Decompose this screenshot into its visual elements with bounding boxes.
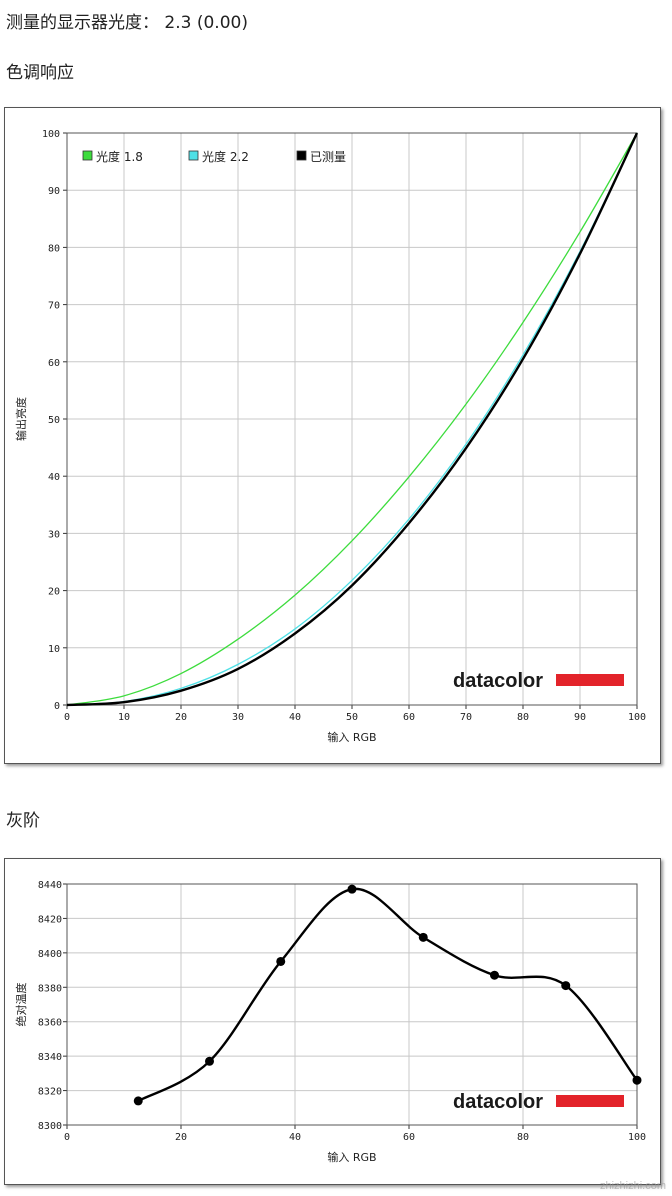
gray-grid	[63, 883, 638, 1129]
gray-x-tick-label: 100	[628, 1132, 646, 1143]
gray-x-tick-label: 80	[517, 1132, 529, 1143]
tone-legend-label: 光度 1.8	[96, 149, 143, 164]
gray-data-point	[133, 1096, 143, 1106]
tone-series-line-1	[66, 132, 638, 706]
tone-legend-item: 光度 2.2	[188, 149, 249, 164]
tone-y-tick-label: 30	[48, 529, 60, 540]
grayscale-panel: 0 20 40 60 80 100 8300 8320 8340 8360 8380 8400 8420…	[4, 858, 661, 1185]
tone-legend-label: 光度 2.2	[202, 149, 249, 164]
gray-data-point	[347, 884, 357, 894]
gray-data-point	[561, 981, 571, 991]
tone-x-tick-label: 0	[64, 712, 70, 723]
tone-y-tick-label: 40	[48, 472, 60, 483]
gray-y-tick-label: 8380	[38, 983, 62, 994]
gray-y-tick-label: 8400	[38, 949, 62, 960]
tone-x-tick-label: 50	[346, 712, 358, 723]
tone-y-tick-label: 0	[54, 701, 60, 712]
tone-legend-label: 已测量	[310, 150, 346, 164]
tone-response-title-text: 色调响应	[6, 63, 74, 83]
tone-grid	[63, 132, 638, 709]
tone-x-tick-label: 100	[628, 712, 646, 723]
gray-y-tick-label: 8340	[38, 1052, 62, 1063]
gray-y-tick-label: 8420	[38, 914, 62, 925]
grayscale-title: 灰阶	[6, 806, 40, 831]
gray-data-point	[632, 1075, 642, 1085]
gray-y-tick-label: 8440	[38, 880, 62, 891]
gray-data-point	[276, 956, 286, 966]
gray-x-tick-label: 0	[64, 1132, 70, 1143]
gray-y-tick-label: 8320	[38, 1087, 62, 1098]
tone-y-tick-label: 10	[48, 644, 60, 655]
tone-y-tick-label: 20	[48, 587, 60, 598]
tone-response-panel: 0 10 20 30 40 50 60 70 80 90 100 0 10 20 30 40 50 60 70 80 9…	[4, 107, 661, 764]
datacolor-logo: datacolor	[453, 1091, 624, 1113]
tone-legend-item: 光度 1.8	[82, 149, 143, 164]
tone-x-tick-label: 10	[118, 712, 130, 723]
gray-data-point	[490, 970, 499, 980]
watermark: zhizhizhi.com	[599, 1180, 666, 1192]
grayscale-chart: 0 20 40 60 80 100 8300 8320 8340 8360 8380 8400 8420…	[14, 880, 646, 1164]
tone-y-tick-label: 50	[48, 415, 60, 426]
gray-y-axis-label: 绝对温度	[14, 983, 28, 1027]
gray-series-line	[137, 887, 638, 1102]
gray-x-tick-label: 60	[403, 1132, 415, 1143]
gray-x-tick-label: 20	[175, 1132, 187, 1143]
datacolor-logo: datacolor	[453, 670, 624, 692]
tone-series-line-0	[66, 132, 638, 706]
datacolor-logo-bar	[556, 674, 624, 686]
tone-y-tick-label: 90	[48, 186, 60, 197]
gamma-summary: 测量的显示器光度： 2.3 (0.00)	[6, 8, 248, 33]
tone-y-tick-label: 80	[48, 243, 60, 254]
tone-response-chart: 0 10 20 30 40 50 60 70 80 90 100 0 10 20 30 40 50 60 70 80 9…	[14, 129, 646, 744]
datacolor-logo-bar	[556, 1095, 624, 1107]
tone-x-tick-label: 60	[403, 712, 415, 723]
tone-legend-item: 已测量	[296, 150, 346, 164]
tone-y-tick-label: 60	[48, 358, 60, 369]
tone-x-tick-label: 80	[517, 712, 529, 723]
tone-legend-swatch	[296, 150, 307, 161]
tone-y-axis-label: 输出亮度	[14, 397, 28, 441]
tone-x-tick-label: 30	[232, 712, 244, 723]
tone-x-axis-label: 输入 RGB	[327, 730, 376, 744]
tone-y-tick-label: 70	[48, 301, 60, 312]
gray-x-tick-label: 40	[289, 1132, 301, 1143]
grayscale-title-text: 灰阶	[6, 811, 40, 831]
gray-y-tick-label: 8360	[38, 1018, 62, 1029]
tone-series-line-2	[66, 132, 639, 707]
tone-y-tick-label: 100	[42, 129, 60, 140]
gamma-summary-text: 测量的显示器光度： 2.3 (0.00)	[6, 13, 248, 33]
gray-x-axis-label: 输入 RGB	[327, 1150, 376, 1164]
gray-y-tick-label: 8300	[38, 1121, 62, 1132]
tone-x-tick-label: 20	[175, 712, 187, 723]
tone-legend-swatch	[188, 150, 199, 161]
datacolor-logo-text: datacolor	[453, 670, 543, 692]
gray-plot-frame	[66, 883, 638, 1126]
tone-plot-frame	[66, 132, 638, 706]
gray-data-point	[205, 1056, 214, 1066]
tone-response-title: 色调响应	[6, 58, 74, 83]
gray-data-point	[418, 932, 428, 942]
datacolor-logo-text: datacolor	[453, 1091, 543, 1113]
tone-x-tick-label: 70	[460, 712, 472, 723]
tone-x-tick-label: 40	[289, 712, 301, 723]
tone-legend-swatch	[82, 150, 93, 161]
tone-x-tick-label: 90	[574, 712, 586, 723]
